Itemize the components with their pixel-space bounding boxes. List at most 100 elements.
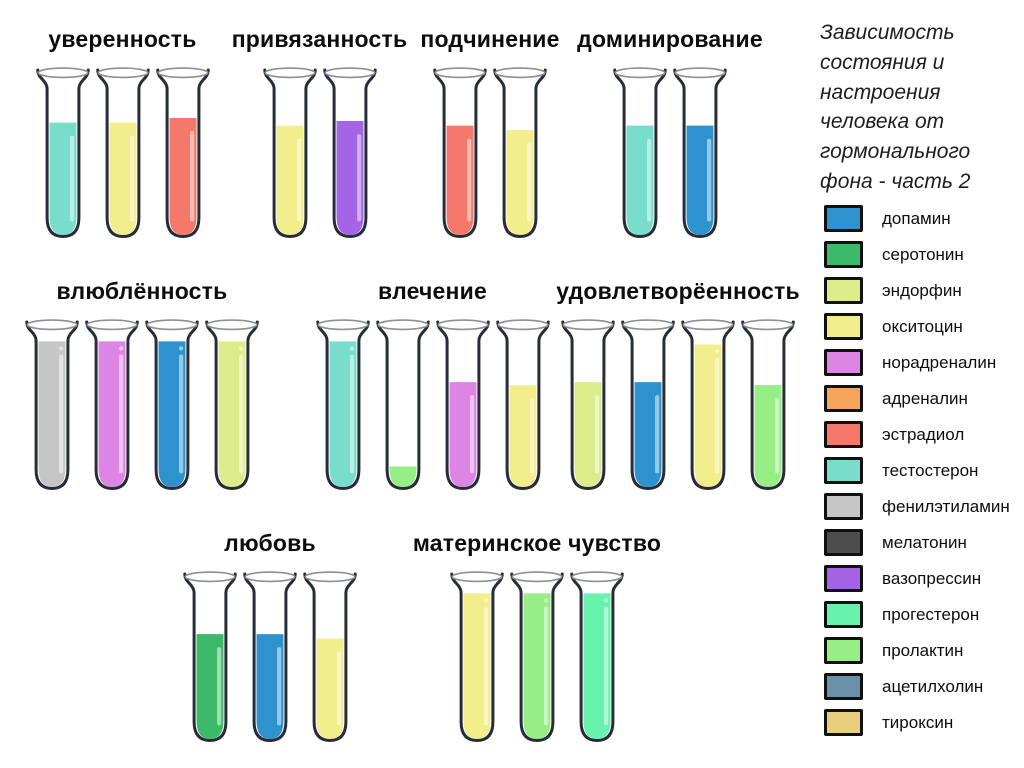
test-tube-допамин bbox=[673, 67, 727, 238]
test-tube-окситоцин bbox=[450, 571, 504, 742]
legend-item: окситоцин bbox=[824, 313, 1010, 340]
legend-item: адреналин bbox=[824, 385, 1010, 412]
tube-group-7: удовлетворёенность bbox=[556, 276, 800, 498]
legend-color-swatch bbox=[824, 493, 863, 520]
test-tube-пролактин bbox=[510, 571, 564, 742]
hormone-legend: допамин серотонин эндорфин окситоцин норадре… bbox=[824, 205, 1010, 746]
tube-row bbox=[448, 570, 626, 750]
test-tube-серотонин bbox=[183, 571, 237, 742]
legend-label: эндорфин bbox=[882, 280, 962, 300]
panel-title: Зависимость состояния и настроения челов… bbox=[820, 21, 971, 194]
legend-item: тироксин bbox=[824, 709, 1010, 736]
test-tube-фенилэтиламин bbox=[25, 319, 79, 490]
legend-label: адреналин bbox=[882, 388, 968, 408]
legend-item: эстрадиол bbox=[824, 421, 1010, 448]
group-title: уверенность bbox=[48, 26, 197, 52]
legend-color-swatch bbox=[824, 637, 863, 664]
legend-color-swatch bbox=[824, 601, 863, 628]
tube-group-1: уверенность bbox=[20, 24, 225, 246]
legend-item: допамин bbox=[824, 205, 1010, 232]
test-tube-окситоцин bbox=[493, 67, 547, 238]
tube-group-8: любовь bbox=[180, 528, 360, 750]
test-tube-пролактин bbox=[375, 319, 430, 490]
test-tube-эндорфин bbox=[561, 319, 615, 490]
legend-color-swatch bbox=[824, 565, 863, 592]
group-title: любовь bbox=[224, 530, 316, 556]
legend-color-swatch bbox=[824, 709, 863, 736]
legend-color-swatch bbox=[824, 529, 863, 556]
legend-item: ацетилхолин bbox=[824, 673, 1010, 700]
legend-label: ацетилхолин bbox=[882, 676, 984, 696]
legend-item: пролактин bbox=[824, 637, 1010, 664]
test-tube-эндорфин bbox=[205, 319, 259, 490]
legend-color-swatch bbox=[824, 385, 863, 412]
tube-row bbox=[611, 66, 729, 246]
legend-item: эндорфин bbox=[824, 277, 1010, 304]
tube-row bbox=[181, 570, 359, 750]
group-title: влечение bbox=[378, 278, 487, 304]
legend-color-swatch bbox=[824, 457, 863, 484]
tube-group-4: доминирование bbox=[577, 24, 763, 246]
legend-label: серотонин bbox=[882, 244, 964, 264]
group-title: подчинение bbox=[420, 26, 560, 52]
legend-color-swatch bbox=[824, 313, 863, 340]
test-tube-тестостерон bbox=[35, 67, 90, 238]
legend-label: тестостерон bbox=[882, 460, 979, 480]
tube-group-2: привязанность bbox=[232, 24, 407, 246]
test-tube-норадреналин bbox=[435, 319, 490, 490]
legend-color-swatch bbox=[824, 673, 863, 700]
test-tube-тестостерон bbox=[613, 67, 667, 238]
test-tube-эстрадиол bbox=[155, 67, 210, 238]
test-tube-эстрадиол bbox=[433, 67, 487, 238]
tube-row bbox=[23, 318, 261, 498]
legend-item: тестостерон bbox=[824, 457, 1010, 484]
legend-item: мелатонин bbox=[824, 529, 1010, 556]
legend-label: эстрадиол bbox=[882, 424, 965, 444]
test-tube-допамин bbox=[243, 571, 297, 742]
tube-group-6: влечение bbox=[315, 276, 550, 498]
tube-row bbox=[559, 318, 797, 498]
tube-row bbox=[431, 66, 549, 246]
legend-label: тироксин bbox=[882, 712, 954, 732]
legend-color-swatch bbox=[824, 277, 863, 304]
tube-row bbox=[314, 318, 552, 498]
test-tube-окситоцин bbox=[495, 319, 550, 490]
test-tube-окситоцин bbox=[681, 319, 735, 490]
legend-label: допамин bbox=[882, 208, 951, 228]
legend-label: мелатонин bbox=[882, 532, 967, 552]
test-tube-норадреналин bbox=[85, 319, 139, 490]
legend-label: пролактин bbox=[882, 640, 964, 660]
test-tube-тестостерон bbox=[315, 319, 370, 490]
tube-row bbox=[261, 66, 379, 246]
tube-group-5: влюблённость bbox=[22, 276, 262, 498]
group-title: привязанность bbox=[231, 26, 408, 52]
legend-label: норадреналин bbox=[882, 352, 997, 372]
legend-color-swatch bbox=[824, 241, 863, 268]
test-tube-вазопрессин bbox=[322, 67, 377, 238]
legend-label: вазопрессин bbox=[882, 568, 982, 588]
group-title: удовлетворёенность bbox=[556, 278, 800, 304]
group-title: влюблённость bbox=[56, 278, 228, 304]
tube-row bbox=[34, 66, 212, 246]
legend-label: прогестерон bbox=[882, 604, 980, 624]
legend-color-swatch bbox=[824, 205, 863, 232]
group-title: доминирование bbox=[577, 26, 763, 52]
legend-item: прогестерон bbox=[824, 601, 1010, 628]
legend-color-swatch bbox=[824, 421, 863, 448]
test-tube-окситоцин bbox=[262, 67, 317, 238]
group-title: материнское чувство bbox=[412, 530, 662, 556]
legend-label: окситоцин bbox=[882, 316, 963, 336]
test-tube-пролактин bbox=[741, 319, 795, 490]
legend-item: фенилэтиламин bbox=[824, 493, 1010, 520]
tube-group-9: материнское чувство bbox=[408, 528, 666, 750]
test-tube-прогестерон bbox=[570, 571, 624, 742]
tube-group-3: подчинение bbox=[420, 24, 560, 246]
test-tube-окситоцин bbox=[303, 571, 357, 742]
test-tube-допамин bbox=[621, 319, 675, 490]
test-tube-допамин bbox=[145, 319, 199, 490]
legend-item: серотонин bbox=[824, 241, 1010, 268]
legend-label: фенилэтиламин bbox=[882, 496, 1010, 516]
legend-color-swatch bbox=[824, 349, 863, 376]
legend-item: норадреналин bbox=[824, 349, 1010, 376]
